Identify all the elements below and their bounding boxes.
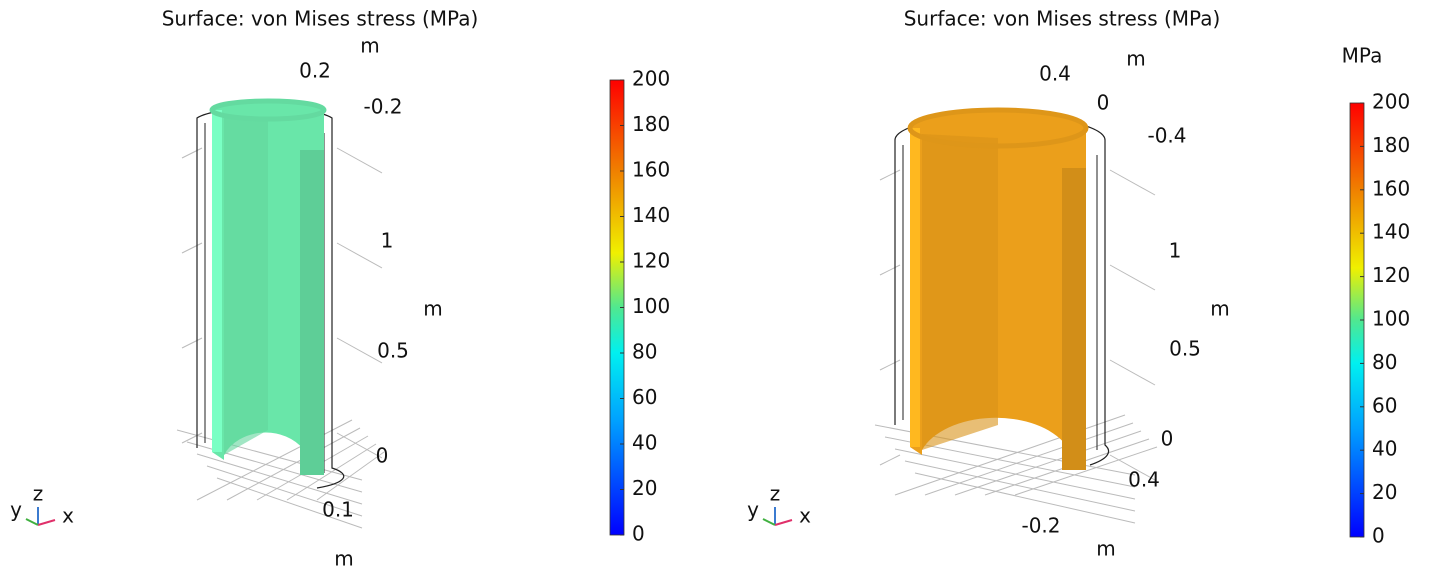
- x-axis-label: m: [334, 547, 353, 571]
- edge-left: [212, 110, 222, 452]
- colorbar-tick-label: 80: [632, 340, 657, 364]
- inner-shade: [224, 116, 268, 455]
- plot-title: Surface: von Mises stress (MPa): [904, 7, 1221, 31]
- wall-grid: [181, 337, 203, 349]
- colorbar-tick-label: 20: [1372, 480, 1397, 504]
- z-tick-label: 1: [1169, 239, 1182, 263]
- floor-grid: [196, 453, 363, 505]
- x-axis-label: m: [1096, 537, 1115, 561]
- floor-grid: [914, 472, 1136, 524]
- z-tick-label: 0: [376, 444, 389, 468]
- wall-grid: [336, 337, 383, 364]
- z-axis-label: m: [1210, 297, 1229, 321]
- edge-right: [1062, 168, 1086, 470]
- x-tick-label: 0.4: [1128, 468, 1160, 492]
- plot-0: Surface: von Mises stress (MPa) 0.1 m 0.2 -0…: [10, 7, 670, 571]
- wall-grid: [1109, 169, 1156, 196]
- wall-grid: [879, 454, 901, 466]
- wall-grid: [1109, 264, 1156, 291]
- y-axis-label: m: [1126, 47, 1145, 71]
- colorbar-tick-label: 0: [632, 522, 645, 546]
- triad-label: x: [62, 504, 74, 528]
- z-axis-label: m: [423, 297, 442, 321]
- plot-1: Surface: von Mises stress (MPa)0.4-0.2m0…: [747, 7, 1410, 561]
- colorbar-tick-label: 200: [632, 67, 670, 91]
- x-tick-label: -0.2: [1021, 514, 1060, 538]
- rim: [209, 98, 327, 122]
- colorbar-tick-label: 120: [632, 249, 670, 273]
- floor-grid: [286, 443, 377, 501]
- x-tick-label: 0.1: [322, 498, 354, 522]
- floor-grid: [216, 477, 363, 529]
- triad-label: y: [747, 498, 759, 522]
- floor-grid: [226, 427, 361, 501]
- colorbar-tick-label: 180: [632, 112, 670, 136]
- y-axis-label: m: [360, 34, 379, 58]
- colorbar-tick-label: 60: [1372, 393, 1397, 417]
- triad-x: [774, 519, 793, 526]
- colorbar-tick-label: 160: [1372, 176, 1410, 200]
- plot-title: Surface: von Mises stress (MPa): [162, 7, 479, 31]
- colorbar-tick-label: 120: [1372, 263, 1410, 287]
- colorbar-tick-label: 200: [1372, 90, 1410, 114]
- colorbar-tick-label: 100: [1372, 307, 1410, 331]
- wall-grid: [1109, 454, 1156, 481]
- colorbar-tick-label: 160: [632, 158, 670, 182]
- z-tick-label: 0.5: [1169, 337, 1201, 361]
- y-tick-label: -0.2: [363, 95, 402, 119]
- floor-grid: [316, 451, 385, 501]
- floor-grid: [196, 419, 353, 501]
- triad-y: [25, 518, 39, 526]
- inner-shade: [922, 134, 998, 450]
- colorbar-tick-label: 20: [632, 476, 657, 500]
- wall-grid: [336, 147, 383, 174]
- y-tick-label: -0.4: [1147, 124, 1186, 148]
- wall-grid: [1109, 359, 1156, 386]
- colorbar-tick-label: 60: [632, 385, 657, 409]
- colorbar-tick-label: 180: [1372, 133, 1410, 157]
- colorbar-tick-label: 80: [1372, 350, 1397, 374]
- triad-y: [762, 518, 776, 526]
- z-tick-label: 1: [381, 229, 394, 253]
- y-tick-label: 0: [1097, 91, 1110, 115]
- wall-grid: [879, 264, 901, 276]
- wall-grid: [181, 432, 203, 444]
- colorbar-tick-label: 40: [1372, 437, 1397, 461]
- wall-grid: [181, 147, 203, 159]
- triad-x: [37, 519, 56, 526]
- y-tick-label: 0.4: [1039, 62, 1071, 86]
- triad-label: z: [33, 482, 44, 506]
- triad-label: z: [770, 482, 781, 506]
- wall-grid: [336, 242, 383, 269]
- floor-grid: [904, 460, 1136, 512]
- colorbar-tick-label: 140: [632, 203, 670, 227]
- colorbar-tick-label: 140: [1372, 220, 1410, 244]
- colorbar-title: MPa: [1342, 44, 1383, 68]
- edge-left: [910, 128, 920, 447]
- floor-grid: [1014, 446, 1158, 496]
- triad-label: y: [10, 498, 22, 522]
- wall-grid: [879, 359, 901, 371]
- colorbar-tick-label: 100: [632, 294, 670, 318]
- rim: [907, 107, 1089, 149]
- wall-grid: [181, 242, 203, 254]
- floor-grid: [894, 414, 1126, 496]
- colorbar-tick-label: 40: [632, 431, 657, 455]
- floor-grid: [954, 430, 1142, 496]
- edge-right: [300, 150, 324, 475]
- colorbar-tick-label: 0: [1372, 524, 1385, 548]
- wall-grid: [336, 432, 383, 459]
- floor-grid: [206, 465, 363, 517]
- z-tick-label: 0.5: [377, 339, 409, 363]
- wireframe: [902, 145, 1098, 450]
- triad-label: x: [799, 504, 811, 528]
- wall-grid: [879, 169, 901, 181]
- z-tick-label: 0: [1161, 427, 1174, 451]
- y-tick-label: 0.2: [299, 59, 331, 83]
